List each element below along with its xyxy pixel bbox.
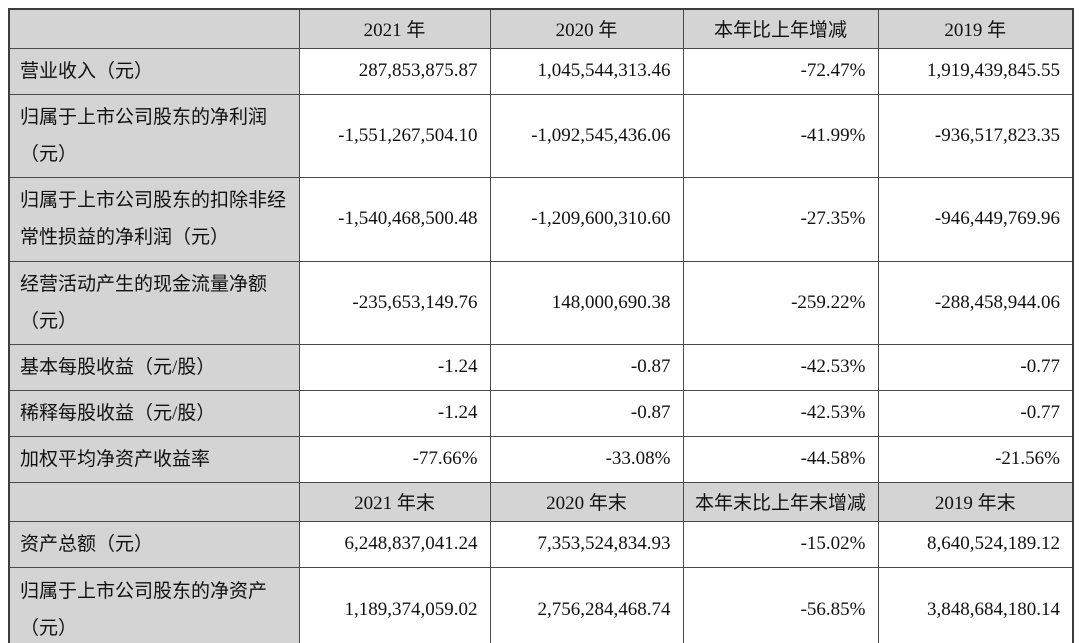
metric-value-2021: -1.24 (298, 389, 491, 437)
table-row-net-profit: 归属于上市公司股东的净利润（元） -1,551,267,504.10 -1,09… (8, 93, 1074, 178)
key-financials-table: 2021 年 2020 年 本年比上年增减 2019 年 营业收入（元） 287… (8, 8, 1074, 643)
year-header-2020: 2020 年 (489, 8, 684, 49)
metric-value-2021: 6,248,837,041.24 (298, 520, 491, 568)
metric-value-2021: -1,551,267,504.10 (298, 93, 491, 178)
metric-label: 基本每股收益（元/股） (8, 343, 300, 391)
metric-label: 归属于上市公司股东的净资产（元） (8, 566, 300, 643)
metric-value-2019: -0.77 (877, 343, 1074, 391)
metric-value-change: -42.53% (682, 343, 879, 391)
table-row-total-assets: 资产总额（元） 6,248,837,041.24 7,353,524,834.9… (8, 520, 1074, 568)
year-header-2021: 2021 年 (298, 8, 491, 49)
header-empty-cell (8, 8, 300, 49)
metric-value-2021: -1,540,468,500.48 (298, 176, 491, 262)
metric-value-2019: -936,517,823.35 (877, 93, 1074, 178)
year-end-change-header: 本年末比上年末增减 (682, 481, 879, 522)
metric-value-2019: 1,919,439,845.55 (877, 47, 1074, 95)
table-row-weighted-avg-roe: 加权平均净资产收益率 -77.66% -33.08% -44.58% -21.5… (8, 435, 1074, 483)
table-row-basic-eps: 基本每股收益（元/股） -1.24 -0.87 -42.53% -0.77 (8, 343, 1074, 391)
table-header-annual: 2021 年 2020 年 本年比上年增减 2019 年 (8, 8, 1074, 49)
metric-value-2019: -288,458,944.06 (877, 260, 1074, 345)
metric-label: 归属于上市公司股东的净利润（元） (8, 93, 300, 178)
metric-value-2021: 1,189,374,059.02 (298, 566, 491, 643)
metric-value-change: -72.47% (682, 47, 879, 95)
metric-label: 归属于上市公司股东的扣除非经常性损益的净利润（元） (8, 176, 300, 262)
metric-label: 资产总额（元） (8, 520, 300, 568)
metric-value-2021: -1.24 (298, 343, 491, 391)
table-row-operating-cash-flow: 经营活动产生的现金流量净额（元） -235,653,149.76 148,000… (8, 260, 1074, 345)
metric-label: 加权平均净资产收益率 (8, 435, 300, 483)
metric-value-2020: -1,209,600,310.60 (489, 176, 684, 262)
yoy-change-header: 本年比上年增减 (682, 8, 879, 49)
metric-value-2020: 2,756,284,468.74 (489, 566, 684, 643)
year-end-header-2021: 2021 年末 (298, 481, 491, 522)
metric-value-change: -27.35% (682, 176, 879, 262)
header-empty-cell (8, 481, 300, 522)
metric-value-2019: -946,449,769.96 (877, 176, 1074, 262)
metric-value-2021: 287,853,875.87 (298, 47, 491, 95)
metric-value-change: -15.02% (682, 520, 879, 568)
metric-label: 稀释每股收益（元/股） (8, 389, 300, 437)
metric-value-change: -259.22% (682, 260, 879, 345)
metric-value-2019: -21.56% (877, 435, 1074, 483)
metric-value-2019: -0.77 (877, 389, 1074, 437)
metric-value-change: -42.53% (682, 389, 879, 437)
metric-label: 营业收入（元） (8, 47, 300, 95)
metric-value-change: -44.58% (682, 435, 879, 483)
metric-value-change: -41.99% (682, 93, 879, 178)
metric-value-2020: -0.87 (489, 389, 684, 437)
metric-value-2020: -33.08% (489, 435, 684, 483)
metric-value-2020: -1,092,545,436.06 (489, 93, 684, 178)
metric-value-2020: -0.87 (489, 343, 684, 391)
metric-value-2020: 7,353,524,834.93 (489, 520, 684, 568)
year-header-2019: 2019 年 (877, 8, 1074, 49)
table-row-net-assets: 归属于上市公司股东的净资产（元） 1,189,374,059.02 2,756,… (8, 566, 1074, 643)
metric-value-2020: 1,045,544,313.46 (489, 47, 684, 95)
table-row-net-profit-excl-nonrecurring: 归属于上市公司股东的扣除非经常性损益的净利润（元） -1,540,468,500… (8, 176, 1074, 262)
metric-value-2021: -77.66% (298, 435, 491, 483)
metric-label: 经营活动产生的现金流量净额（元） (8, 260, 300, 345)
metric-value-2019: 3,848,684,180.14 (877, 566, 1074, 643)
metric-value-change: -56.85% (682, 566, 879, 643)
metric-value-2020: 148,000,690.38 (489, 260, 684, 345)
table-row-revenue: 营业收入（元） 287,853,875.87 1,045,544,313.46 … (8, 47, 1074, 95)
metric-value-2019: 8,640,524,189.12 (877, 520, 1074, 568)
year-end-header-2019: 2019 年末 (877, 481, 1074, 522)
table-row-diluted-eps: 稀释每股收益（元/股） -1.24 -0.87 -42.53% -0.77 (8, 389, 1074, 437)
year-end-header-2020: 2020 年末 (489, 481, 684, 522)
table-header-year-end: 2021 年末 2020 年末 本年末比上年末增减 2019 年末 (8, 481, 1074, 522)
metric-value-2021: -235,653,149.76 (298, 260, 491, 345)
